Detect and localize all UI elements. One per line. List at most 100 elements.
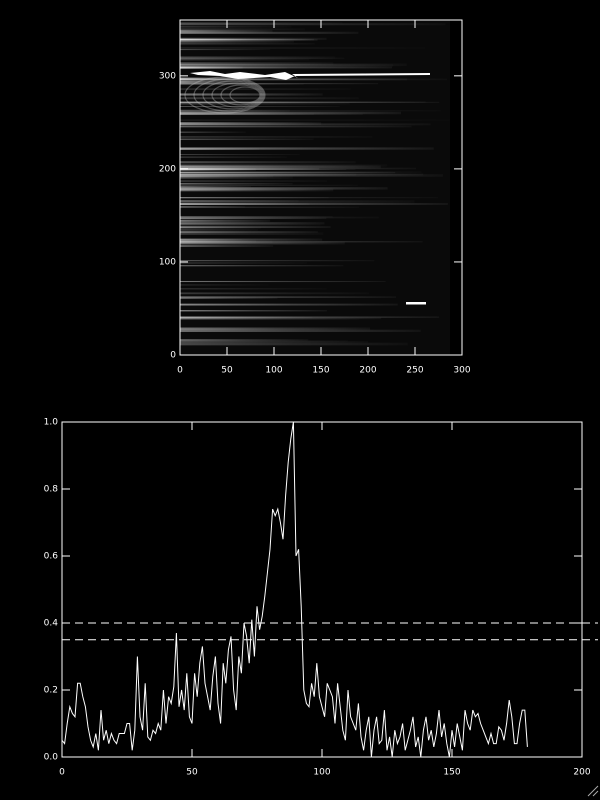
image-streak — [180, 93, 323, 96]
image-streak — [180, 231, 318, 233]
image-streak — [180, 280, 386, 283]
x-tick-label: 150 — [312, 366, 329, 376]
image-bright-feature — [190, 71, 430, 80]
image-streak — [180, 31, 359, 34]
image-streak — [180, 156, 287, 158]
image-streak — [180, 227, 261, 229]
image-streak — [180, 222, 325, 225]
image-streak — [180, 173, 357, 177]
image-streak — [180, 226, 331, 228]
image-streak — [180, 200, 299, 202]
image-streak — [180, 165, 381, 169]
image-streak — [180, 102, 350, 105]
image-streak — [180, 171, 422, 173]
image-streak — [180, 113, 363, 115]
image-streak — [180, 22, 343, 24]
image-streak — [180, 340, 349, 342]
image-streak — [180, 318, 360, 320]
image-streak — [180, 265, 344, 267]
image-streak — [180, 56, 336, 59]
image-streak — [180, 182, 293, 185]
image-streak — [180, 224, 321, 226]
image-streak — [180, 216, 379, 219]
image-streak — [180, 176, 293, 179]
x-tick-label: 100 — [313, 768, 330, 778]
image-streak — [180, 245, 274, 247]
image-streak — [180, 62, 334, 65]
image-streak — [180, 106, 340, 107]
image-streak — [180, 131, 246, 133]
image-streak — [180, 292, 369, 295]
image-streak — [180, 64, 393, 67]
data-line — [61, 421, 528, 758]
image-streak — [180, 111, 401, 115]
image-swirl — [184, 76, 266, 114]
image-streak — [180, 97, 359, 100]
image-streak — [180, 161, 356, 164]
image-streak — [180, 78, 408, 81]
image-streak — [180, 184, 358, 186]
image-streak — [180, 148, 259, 150]
resize-grip — [587, 785, 599, 797]
image-streak — [180, 47, 426, 49]
image-streak — [180, 262, 308, 264]
x-tick-label: 0 — [59, 768, 65, 778]
image-streak — [180, 296, 397, 299]
image-streak — [180, 329, 421, 332]
image-streak — [180, 327, 371, 330]
image-streak — [180, 59, 309, 61]
image-swirl — [220, 84, 262, 106]
image-swirl — [193, 78, 265, 112]
image-swirl — [211, 82, 263, 108]
image-swirl — [202, 80, 264, 110]
image-streak — [180, 80, 251, 84]
image-streak — [180, 219, 271, 222]
image-streak — [180, 303, 398, 306]
image-streak — [180, 341, 368, 343]
image-bright-feature — [406, 302, 426, 305]
image-streak — [180, 284, 269, 286]
image-streak — [180, 110, 441, 112]
image-streak — [180, 66, 243, 69]
image-streak — [180, 43, 315, 45]
x-tick-label: 50 — [186, 768, 198, 778]
x-tick-label: 200 — [573, 768, 590, 778]
image-streak — [180, 197, 439, 199]
image-streak — [180, 83, 304, 85]
image-streak — [180, 49, 271, 51]
x-tick-label: 300 — [453, 366, 470, 376]
image-streak — [180, 238, 323, 241]
image-streak — [180, 288, 327, 290]
image-swirl — [229, 86, 261, 104]
x-tick-label: 200 — [359, 366, 376, 376]
image-streak — [180, 66, 393, 69]
image-streak — [180, 342, 408, 346]
image-streak — [180, 37, 327, 40]
x-tick-label: 50 — [221, 366, 233, 376]
image-streak — [180, 317, 382, 320]
image-streak — [180, 187, 388, 190]
image-streak — [180, 147, 434, 150]
image-streak — [180, 339, 309, 341]
image-streak — [180, 26, 292, 28]
image-streak — [180, 83, 379, 85]
y-tick-label: 0.0 — [44, 753, 59, 763]
image-streak — [180, 122, 322, 125]
image-streak — [180, 202, 448, 205]
y-tick-label: 1.0 — [44, 418, 59, 428]
x-tick-label: 250 — [406, 366, 423, 376]
image-streak — [180, 38, 314, 41]
y-tick-label: 300 — [159, 71, 176, 81]
image-streak — [180, 188, 334, 192]
image-streak — [180, 125, 412, 128]
image-streak — [180, 101, 440, 103]
image-streak — [180, 232, 324, 235]
image-streak — [180, 186, 251, 188]
y-tick-label: 0.4 — [44, 619, 59, 629]
y-tick-label: 0.6 — [44, 552, 59, 562]
image-streak — [180, 241, 423, 243]
y-tick-label: 100 — [159, 257, 176, 267]
image-streak — [180, 40, 294, 43]
